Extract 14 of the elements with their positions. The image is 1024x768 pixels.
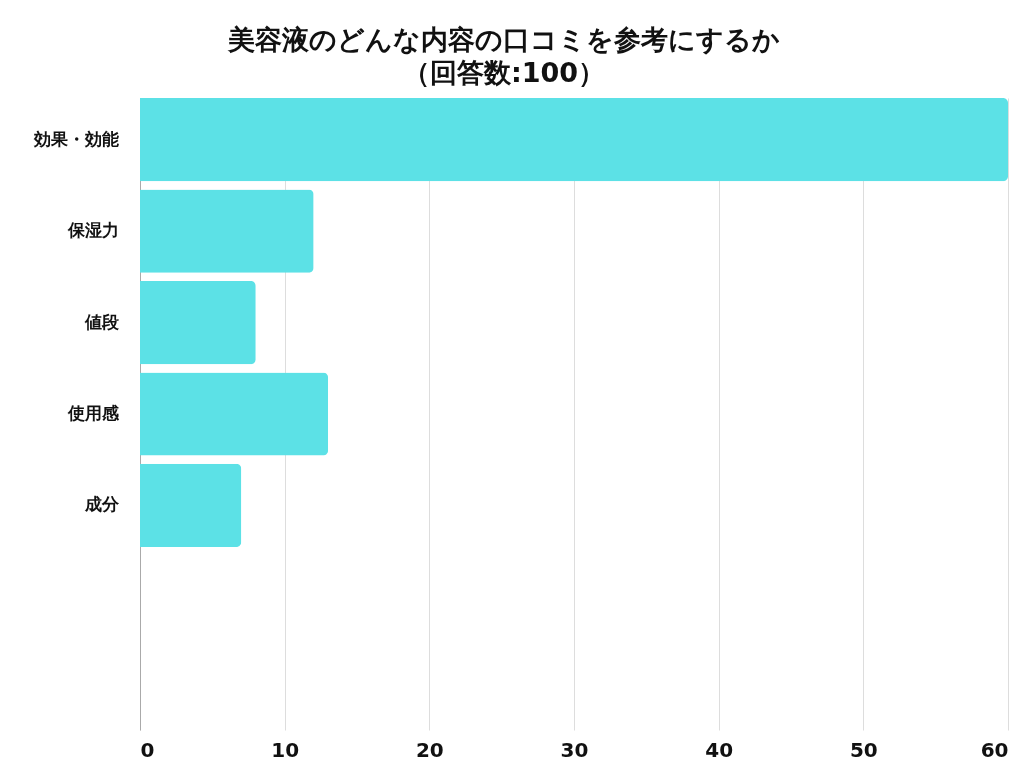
- x-tick-label: 30: [560, 737, 589, 762]
- y-tick-label: 成分: [83, 494, 120, 515]
- y-tick-label: 使用感: [66, 403, 120, 423]
- y-tick-label: 値段: [83, 311, 120, 332]
- chart-title: 美容液のどんな内容の口コミを参考にするか: [227, 24, 780, 55]
- x-tick-label: 40: [705, 737, 734, 762]
- y-tick-label: 保湿力: [66, 220, 119, 241]
- x-tick-label: 20: [415, 737, 444, 762]
- x-tick-label: 0: [140, 737, 155, 762]
- x-tick-label: 50: [849, 737, 878, 762]
- y-tick-label: 効果・効能: [32, 128, 119, 149]
- x-tick-label: 10: [271, 737, 300, 762]
- x-tick-label: 60: [980, 737, 1009, 762]
- chart-subtitle: （回答数:100）: [402, 57, 606, 88]
